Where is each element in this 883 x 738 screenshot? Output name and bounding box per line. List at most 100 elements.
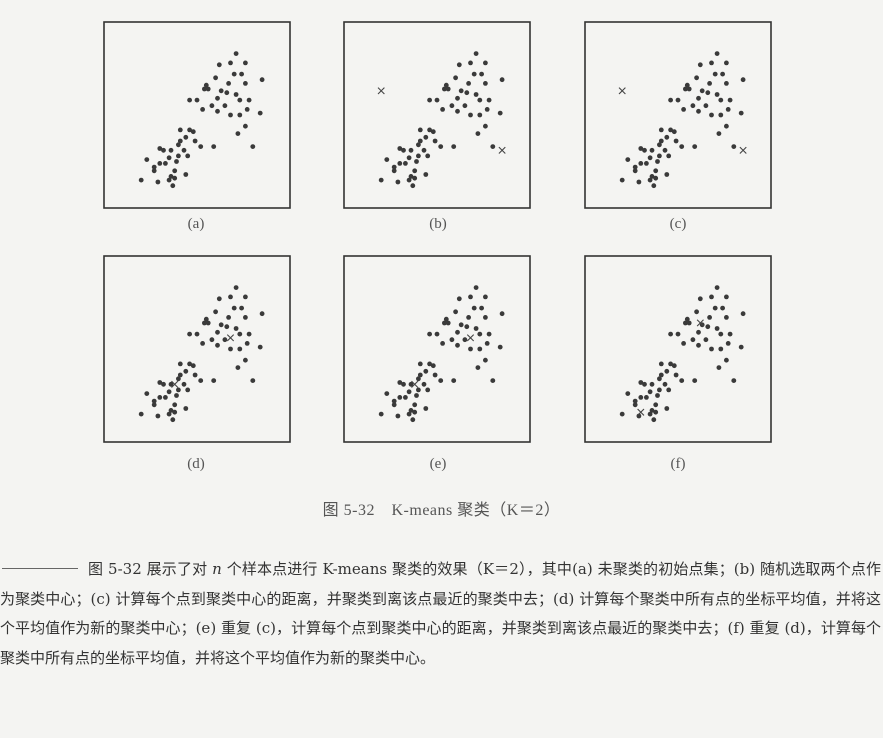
- sample-point: [200, 107, 206, 112]
- panel-label-e: (e): [429, 456, 447, 472]
- sample-point: [406, 411, 412, 417]
- sample-point: [177, 372, 183, 378]
- sample-point: [226, 81, 232, 86]
- sample-point: [653, 409, 659, 415]
- footnote-text-rest: 个样本点进行 K-means 聚类的效果（K＝2），其中(a) 未聚类的初始点集…: [0, 560, 881, 667]
- sample-point: [694, 75, 699, 81]
- panel-label-a: (a): [187, 216, 205, 232]
- sample-point: [168, 381, 174, 387]
- sample-point: [401, 147, 406, 153]
- sample-point: [157, 161, 163, 166]
- sample-point: [709, 294, 714, 300]
- sample-point: [718, 331, 724, 337]
- sample-point: [161, 381, 166, 387]
- sample-point: [155, 179, 161, 185]
- sample-point: [192, 138, 198, 144]
- sample-point: [451, 144, 457, 150]
- sample-point: [658, 138, 664, 144]
- sample-point: [658, 127, 664, 133]
- sample-point: [705, 90, 711, 96]
- sample-point: [658, 372, 664, 378]
- sample-point: [403, 161, 408, 166]
- sample-point: [421, 147, 427, 153]
- sample-point: [458, 88, 464, 94]
- sample-point: [233, 326, 239, 331]
- sample-point: [497, 110, 503, 116]
- sample-point: [699, 88, 705, 94]
- sample-point: [190, 129, 196, 135]
- sample-point: [166, 177, 172, 183]
- sample-point: [499, 77, 505, 83]
- cluster-center-marker: [466, 334, 475, 342]
- sample-point: [632, 402, 638, 408]
- sample-point: [414, 159, 419, 164]
- sample-point: [638, 395, 644, 400]
- sample-point: [198, 144, 204, 150]
- sample-point: [731, 144, 737, 150]
- sample-point: [720, 71, 725, 77]
- sample-point: [642, 147, 647, 153]
- sample-point: [671, 363, 677, 369]
- sample-point: [192, 372, 198, 378]
- sample-point: [408, 174, 414, 179]
- sample-point: [473, 51, 479, 56]
- sample-point: [231, 305, 237, 311]
- sample-point: [690, 103, 696, 109]
- sample-point: [709, 346, 714, 352]
- sample-point: [724, 81, 729, 86]
- sample-point: [233, 285, 239, 290]
- sample-point: [250, 144, 256, 150]
- sample-point: [395, 179, 401, 185]
- sample-point: [391, 398, 397, 404]
- sample-point: [724, 357, 729, 363]
- sample-point: [714, 326, 720, 331]
- figure-caption: 图 5-32 K-means 聚类（K＝2）: [322, 502, 561, 519]
- sample-point: [738, 110, 744, 116]
- sample-point: [218, 88, 224, 94]
- sample-point: [174, 159, 179, 164]
- sample-point: [468, 346, 473, 352]
- sample-point: [619, 177, 625, 183]
- sample-point: [490, 144, 496, 150]
- sample-point: [423, 172, 429, 177]
- sample-point: [434, 331, 440, 337]
- sample-point: [183, 368, 189, 374]
- sample-point: [414, 393, 419, 398]
- sample-point: [453, 309, 458, 315]
- sample-point: [657, 387, 662, 393]
- sample-point: [455, 329, 460, 335]
- sample-point: [445, 320, 451, 326]
- sample-point: [636, 179, 642, 185]
- panel-frame: [343, 255, 531, 443]
- sample-point: [185, 153, 191, 159]
- sample-point: [449, 337, 455, 343]
- sample-point: [239, 305, 245, 311]
- sample-point: [434, 97, 440, 103]
- sample-point: [647, 155, 653, 161]
- footnote-text: 图 5-32 展示了对 n 个样本点进行 K-means 聚类的效果（K＝2），…: [0, 555, 881, 673]
- sample-point: [725, 107, 731, 112]
- sample-point: [202, 320, 207, 326]
- sample-point: [462, 103, 468, 109]
- sample-point: [466, 315, 471, 320]
- footnote-rule: [2, 568, 78, 569]
- sample-point: [155, 413, 161, 419]
- sample-point: [425, 153, 431, 159]
- sample-point: [727, 331, 733, 337]
- sample-point: [163, 161, 168, 166]
- sample-point: [194, 331, 200, 337]
- sample-point: [397, 380, 403, 385]
- sample-point: [168, 174, 174, 179]
- sample-point: [205, 320, 211, 326]
- sample-point: [176, 153, 181, 159]
- sample-point: [416, 142, 421, 148]
- sample-point: [655, 159, 660, 164]
- footnote: 图 5-32 展示了对 n 个样本点进行 K-means 聚类的效果（K＝2），…: [0, 555, 883, 735]
- sample-point: [477, 97, 483, 103]
- sample-point: [427, 97, 432, 103]
- sample-point: [696, 108, 701, 114]
- sample-point: [216, 62, 222, 68]
- sample-point: [157, 146, 163, 151]
- cluster-center-marker: [498, 146, 506, 154]
- sample-point: [477, 331, 483, 337]
